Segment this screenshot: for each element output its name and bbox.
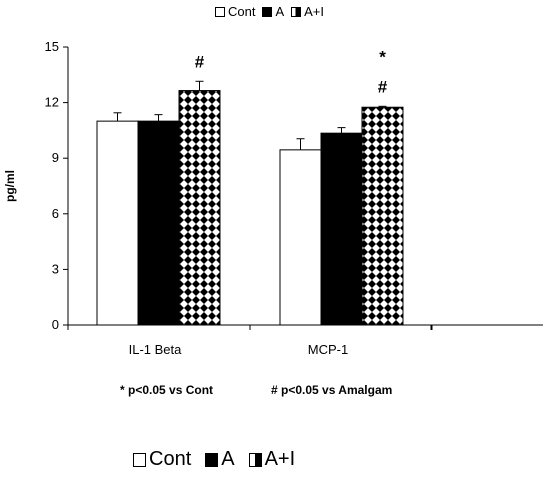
significance-star: * (379, 47, 386, 66)
legend-bottom-label-cont: Cont (149, 448, 192, 470)
y-axis-label: pg/ml (3, 170, 17, 202)
x-category-label: IL-1 Beta (129, 342, 183, 357)
legend-swatch-a-plus-i (291, 6, 302, 17)
y-tick-label: 9 (52, 150, 59, 165)
legend-swatch-cont (215, 6, 225, 17)
legend-bottom-swatch-a (205, 452, 219, 467)
y-tick-label: 6 (52, 206, 59, 221)
chart-bars (96, 80, 404, 326)
bar-a-il-1-beta (137, 120, 180, 326)
bar-a-mcp-1 (320, 132, 363, 326)
significance-hash: # (378, 77, 388, 96)
legend-bottom-label-a: A (221, 448, 235, 470)
bar-cont-il-1-beta (96, 120, 139, 326)
legend-label-a: A (275, 4, 285, 19)
y-tick-label: 12 (45, 95, 59, 110)
legend-item-a-plus-i: A+I (291, 4, 324, 19)
legend-item-a: A (262, 4, 284, 19)
x-category-label: MCP-1 (308, 342, 348, 357)
y-tick-label: 3 (52, 261, 59, 276)
legend-swatch-a (262, 6, 273, 17)
legend-bottom-item-a-plus-i: A+I (248, 448, 296, 471)
bar-a-plus-i-mcp-1 (361, 106, 404, 326)
legend-top: Cont A A+I (215, 4, 331, 19)
legend-label-a-plus-i: A+I (304, 4, 325, 19)
y-tick-label: 15 (45, 39, 59, 54)
bar-cont-mcp-1 (279, 149, 322, 326)
legend-bottom: Cont A A+I (133, 448, 309, 471)
legend-bottom-item-cont: Cont (133, 448, 191, 471)
legend-bottom-label-a-plus-i: A+I (264, 448, 296, 470)
significance-hash: # (195, 52, 205, 71)
chart-axes: 0 3 6 9 12 15 pg/ml IL-1 Beta MCP-1 (3, 39, 543, 357)
significance-note-cont: * p<0.05 vs Cont (120, 383, 214, 397)
y-tick-label: 0 (52, 317, 59, 332)
legend-item-cont: Cont (215, 4, 255, 19)
legend-label-cont: Cont (228, 4, 256, 19)
chart-annotations: # # * (195, 47, 388, 96)
bar-a-plus-i-il-1-beta (178, 90, 221, 326)
legend-bottom-item-a: A (205, 448, 235, 471)
legend-bottom-swatch-a-plus-i (248, 452, 262, 467)
legend-bottom-swatch-cont (133, 452, 146, 467)
significance-note-amalgam: # p<0.05 vs Amalgam (271, 383, 393, 397)
